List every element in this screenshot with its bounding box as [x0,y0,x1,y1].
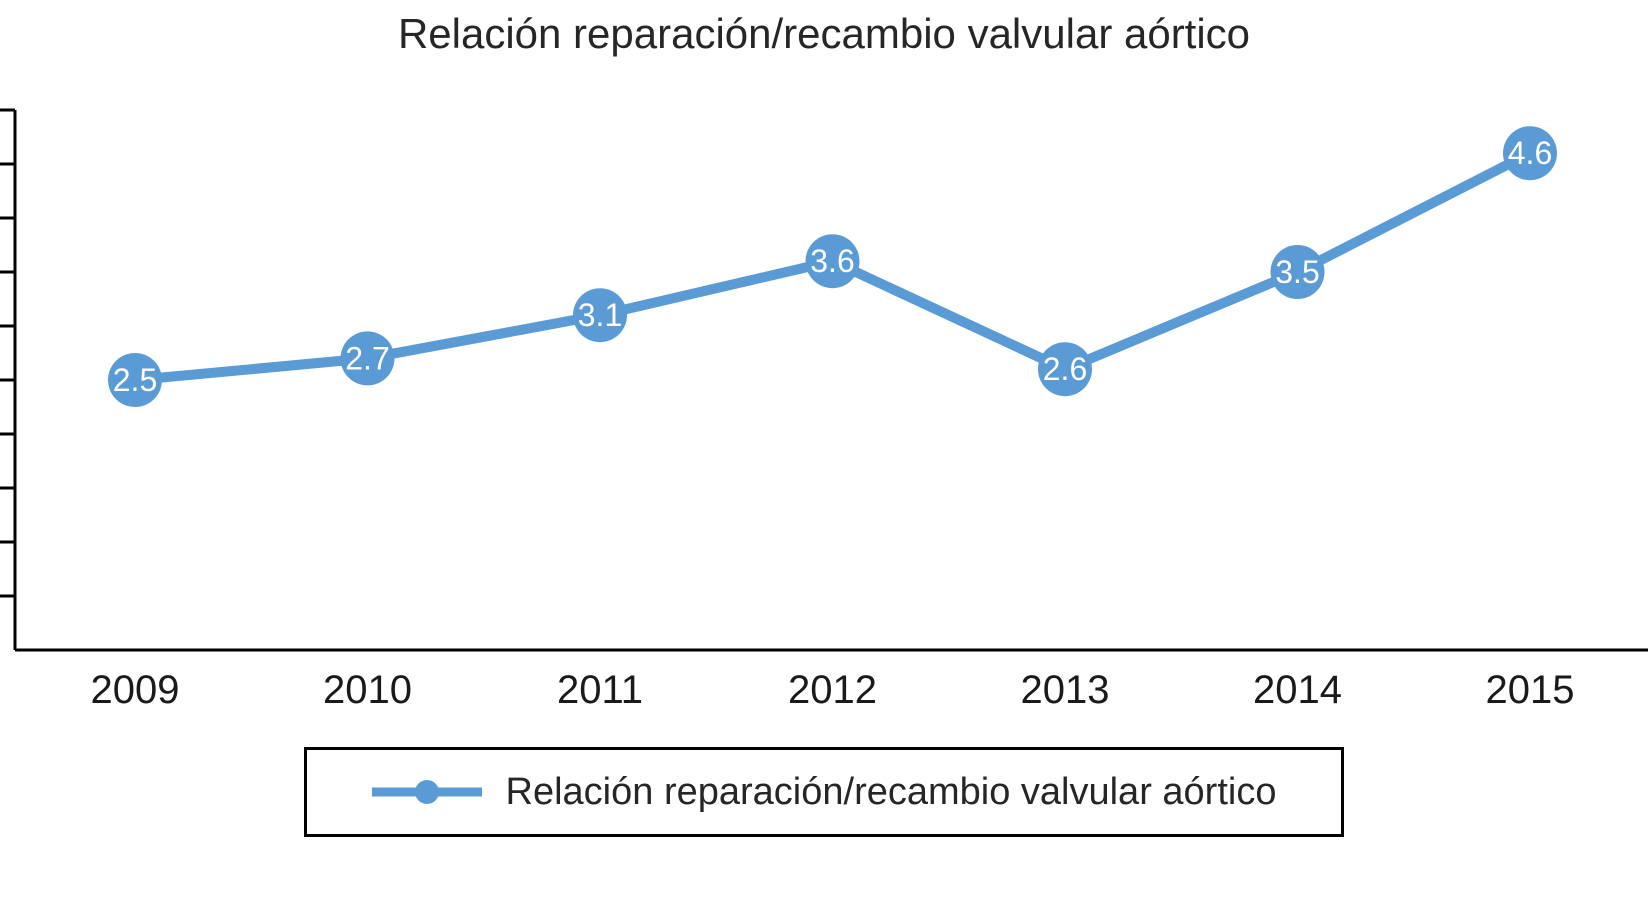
data-point-marker[interactable] [340,331,395,386]
data-point-marker[interactable] [1503,126,1557,181]
data-point-label: 3.6 [810,243,854,279]
data-point-label: 2.7 [345,340,389,376]
data-point-marker[interactable] [108,353,162,407]
data-point-label: 2.6 [1043,351,1087,387]
legend-line-marker-icon [371,780,482,804]
x-axis-tick-label: 2009 [91,668,180,712]
data-point-label: 4.6 [1508,135,1552,171]
legend-label: Relación reparación/recambio valvular aó… [505,770,1277,813]
data-point-label: 3.5 [1275,254,1319,290]
data-point-label: 2.5 [113,362,157,398]
legend: Relación reparación/recambio valvular aó… [304,747,1344,837]
x-axis-tick-label: 2013 [1021,668,1110,712]
chart-title: Relación reparación/recambio valvular aó… [397,10,1251,57]
line-chart-plot-area: 2.5 2009 2.7 2010 3.1 2011 3.6 2012 2.6 2013 3.5 20… [0,108,1648,712]
data-point-marker[interactable] [805,234,860,289]
data-point-marker[interactable] [1270,245,1325,299]
data-point-marker[interactable] [1038,342,1092,397]
x-axis-tick-label: 2012 [788,668,877,712]
data-point-label: 3.1 [578,297,622,333]
x-axis-tick-label: 2011 [557,668,643,712]
x-axis-tick-label: 2015 [1486,668,1575,712]
x-axis-tick-label: 2014 [1253,668,1342,712]
legend-point-icon [414,780,439,804]
x-axis-tick-label: 2010 [323,668,412,712]
data-point-marker[interactable] [573,288,627,343]
